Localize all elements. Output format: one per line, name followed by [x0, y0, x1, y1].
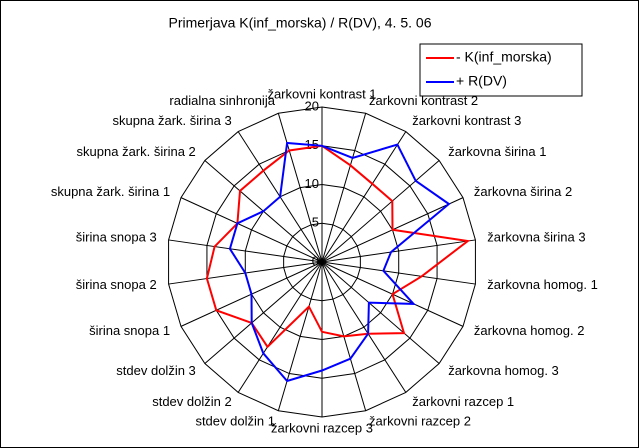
tick-label: 5: [312, 215, 319, 230]
category-label: žarkovna širina 3: [487, 230, 585, 245]
category-label: žarkovni kontrast 3: [412, 113, 521, 128]
category-label: širina snopa 1: [89, 323, 170, 338]
spoke: [321, 131, 407, 263]
spoke: [321, 261, 407, 393]
category-label: širina snopa 3: [76, 230, 157, 245]
spoke: [321, 160, 440, 263]
category-label: žarkovna homog. 3: [448, 363, 559, 378]
spoke: [321, 239, 476, 263]
spoke: [168, 239, 323, 263]
legend-label: + R(DV): [456, 73, 507, 89]
category-label: žarkovni razcep 2: [369, 414, 471, 429]
category-label: žarkovna homog. 1: [487, 277, 598, 292]
category-label: žarkovni razcep 3: [271, 420, 373, 435]
category-label: skupna žark. širina 1: [51, 184, 170, 199]
category-label: žarkovna širina 1: [448, 144, 546, 159]
category-label: stdev dolžin 3: [116, 363, 196, 378]
spoke: [204, 261, 323, 364]
legend-box: [419, 43, 583, 97]
category-label: žarkovna homog. 2: [474, 323, 585, 338]
spoke: [277, 113, 323, 263]
category-label: skupna žark. širina 3: [112, 113, 231, 128]
tick-label: 10: [305, 176, 319, 191]
category-label: žarkovna širina 2: [474, 184, 572, 199]
spoke: [277, 261, 323, 411]
category-label: žarkovni kontrast 1: [267, 86, 376, 101]
tick-label: 0: [312, 253, 319, 268]
series-line: [228, 141, 451, 383]
spoke: [180, 197, 323, 263]
legend-label: - K(inf_morska): [456, 49, 552, 65]
category-label: skupna žark. širina 2: [77, 144, 196, 159]
spoke: [321, 113, 367, 263]
category-label: žarkovni kontrast 2: [369, 93, 478, 108]
chart-title: Primerjava K(inf_morska) / R(DV), 4. 5. …: [169, 15, 432, 31]
series-line: [205, 144, 471, 349]
spoke: [237, 261, 323, 393]
category-label: širina snopa 2: [76, 277, 157, 292]
category-label: stdev dolžin 2: [152, 394, 232, 409]
category-label: žarkovni razcep 1: [412, 394, 514, 409]
category-label: radialna sinhronija: [169, 93, 275, 108]
spoke: [321, 261, 440, 364]
category-label: stdev dolžin 1: [195, 414, 275, 429]
tick-label: 20: [305, 98, 319, 113]
spoke: [321, 261, 476, 285]
